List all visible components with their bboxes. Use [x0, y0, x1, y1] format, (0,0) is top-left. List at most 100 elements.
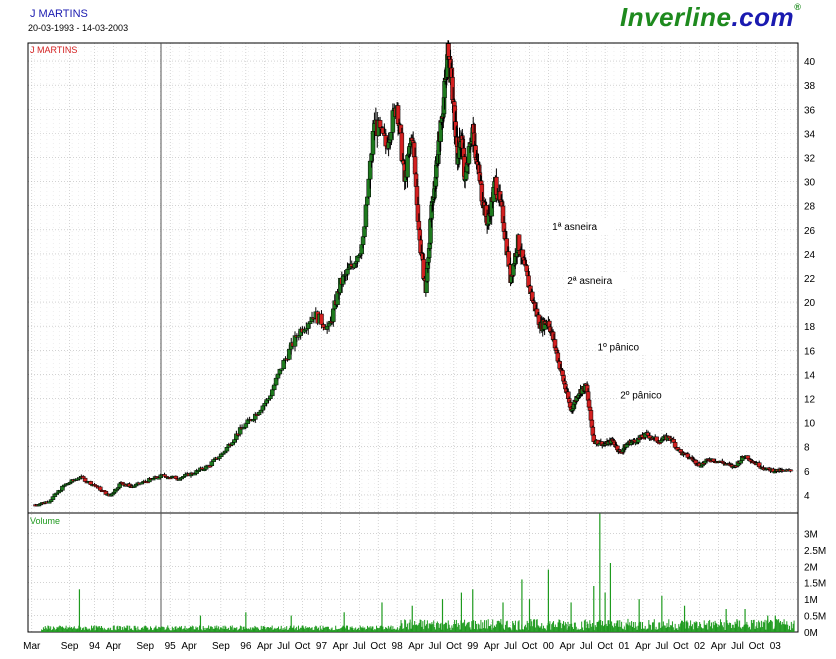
y-tick-label: 4: [804, 491, 810, 502]
x-tick-label: Apr: [484, 641, 500, 652]
x-tick-label: 96: [240, 641, 252, 652]
candle-body: [476, 164, 482, 174]
x-tick-label: 00: [543, 641, 555, 652]
candle-body: [331, 308, 336, 322]
y-tick-label: 38: [804, 81, 816, 92]
candle-body: [417, 229, 423, 241]
annotation-bg: [618, 387, 683, 403]
candle-body: [418, 239, 423, 253]
x-tick-label: 95: [165, 641, 177, 652]
annotation-label: 1º pânico: [598, 342, 640, 353]
candle-body: [243, 423, 249, 428]
candle-body: [452, 101, 457, 107]
x-tick-label: 99: [467, 641, 479, 652]
logo-dot: .com: [731, 2, 795, 32]
candle-body: [117, 483, 122, 488]
x-tick-label: Apr: [711, 641, 727, 652]
candle-body: [441, 97, 447, 115]
x-tick-label: Jul: [504, 641, 517, 652]
candle-body: [420, 253, 426, 260]
x-tick-label: 94: [89, 641, 101, 652]
x-tick-label: Jul: [429, 641, 442, 652]
x-tick-label: Apr: [181, 641, 197, 652]
x-tick-label: Jul: [353, 641, 366, 652]
x-tick-label: Sep: [212, 641, 230, 652]
y-tick-label: 14: [804, 370, 816, 381]
volume-tick-label: 0.5M: [804, 612, 826, 623]
volume-tick-label: 3M: [804, 529, 818, 540]
y-tick-label: 40: [804, 57, 816, 68]
y-tick-label: 26: [804, 226, 816, 237]
y-tick-label: 24: [804, 250, 816, 261]
candle-body: [224, 447, 230, 452]
x-tick-label: Apr: [408, 641, 424, 652]
y-tick-label: 16: [804, 346, 816, 357]
x-tick-label: Oct: [597, 641, 613, 652]
x-tick-label: Jul: [655, 641, 668, 652]
candle-body: [48, 499, 54, 502]
y-tick-label: 8: [804, 443, 810, 454]
x-tick-label: Apr: [560, 641, 576, 652]
annotation-label: 2º pânico: [620, 391, 662, 402]
candle-body: [788, 469, 793, 472]
x-tick-label: 02: [694, 641, 706, 652]
y-tick-label: 32: [804, 153, 816, 164]
y-tick-label: 12: [804, 395, 816, 406]
x-tick-label: Oct: [370, 641, 386, 652]
candle-body: [447, 56, 453, 60]
x-tick-label: Oct: [522, 641, 538, 652]
candle-body: [209, 461, 215, 467]
volume-tick-label: 0M: [804, 628, 818, 639]
candle-body: [426, 248, 432, 258]
candle-body: [449, 67, 455, 78]
x-tick-label: 03: [770, 641, 782, 652]
x-tick-label: Sep: [136, 641, 154, 652]
x-tick-label: Apr: [333, 641, 349, 652]
y-tick-label: 6: [804, 467, 810, 478]
candle-body: [50, 496, 56, 500]
x-tick-label: Oct: [673, 641, 689, 652]
candle-body: [405, 155, 410, 178]
candle-body: [217, 456, 222, 460]
chart-title: J MARTINS: [30, 8, 88, 20]
y-tick-label: 10: [804, 419, 816, 430]
x-tick-label: Apr: [635, 641, 651, 652]
logo-main: Inverline: [620, 2, 732, 32]
candle-body: [425, 262, 431, 269]
x-tick-label: 98: [392, 641, 404, 652]
annotation-bg: [550, 218, 615, 234]
brand-logo: Inverline.com®: [620, 2, 801, 33]
candle-body: [560, 370, 565, 376]
x-tick-label: Apr: [106, 641, 122, 652]
y-tick-label: 30: [804, 178, 816, 189]
candle-body: [412, 156, 418, 175]
y-tick-label: 28: [804, 202, 816, 213]
volume-panel-frame: [27, 512, 799, 633]
candle-body: [586, 399, 592, 408]
candle-body: [678, 449, 684, 453]
candle-body: [345, 269, 350, 275]
candle-body: [424, 268, 430, 282]
candle-body: [424, 280, 429, 293]
annotation-bg: [565, 273, 630, 289]
x-tick-label: Jul: [731, 641, 744, 652]
price-panel-label: J MARTINS: [30, 45, 77, 55]
candle-body: [479, 184, 485, 202]
annotation-bg: [595, 339, 660, 355]
volume-panel-label: Volume: [30, 516, 60, 526]
candle-body: [450, 77, 455, 101]
x-tick-label: 97: [316, 641, 328, 652]
y-tick-label: 20: [804, 298, 816, 309]
y-tick-label: 34: [804, 129, 816, 140]
x-tick-label: Oct: [446, 641, 462, 652]
x-tick-label: Jul: [580, 641, 593, 652]
annotation-label: 2ª asneira: [567, 276, 612, 287]
y-tick-label: 36: [804, 105, 816, 116]
candle-body: [478, 180, 484, 185]
candle-body: [426, 257, 431, 263]
date-range: 20-03-1993 - 14-03-2003: [28, 23, 129, 33]
x-tick-label: Oct: [749, 641, 765, 652]
candle-body: [588, 410, 594, 421]
y-tick-label: 22: [804, 274, 816, 285]
